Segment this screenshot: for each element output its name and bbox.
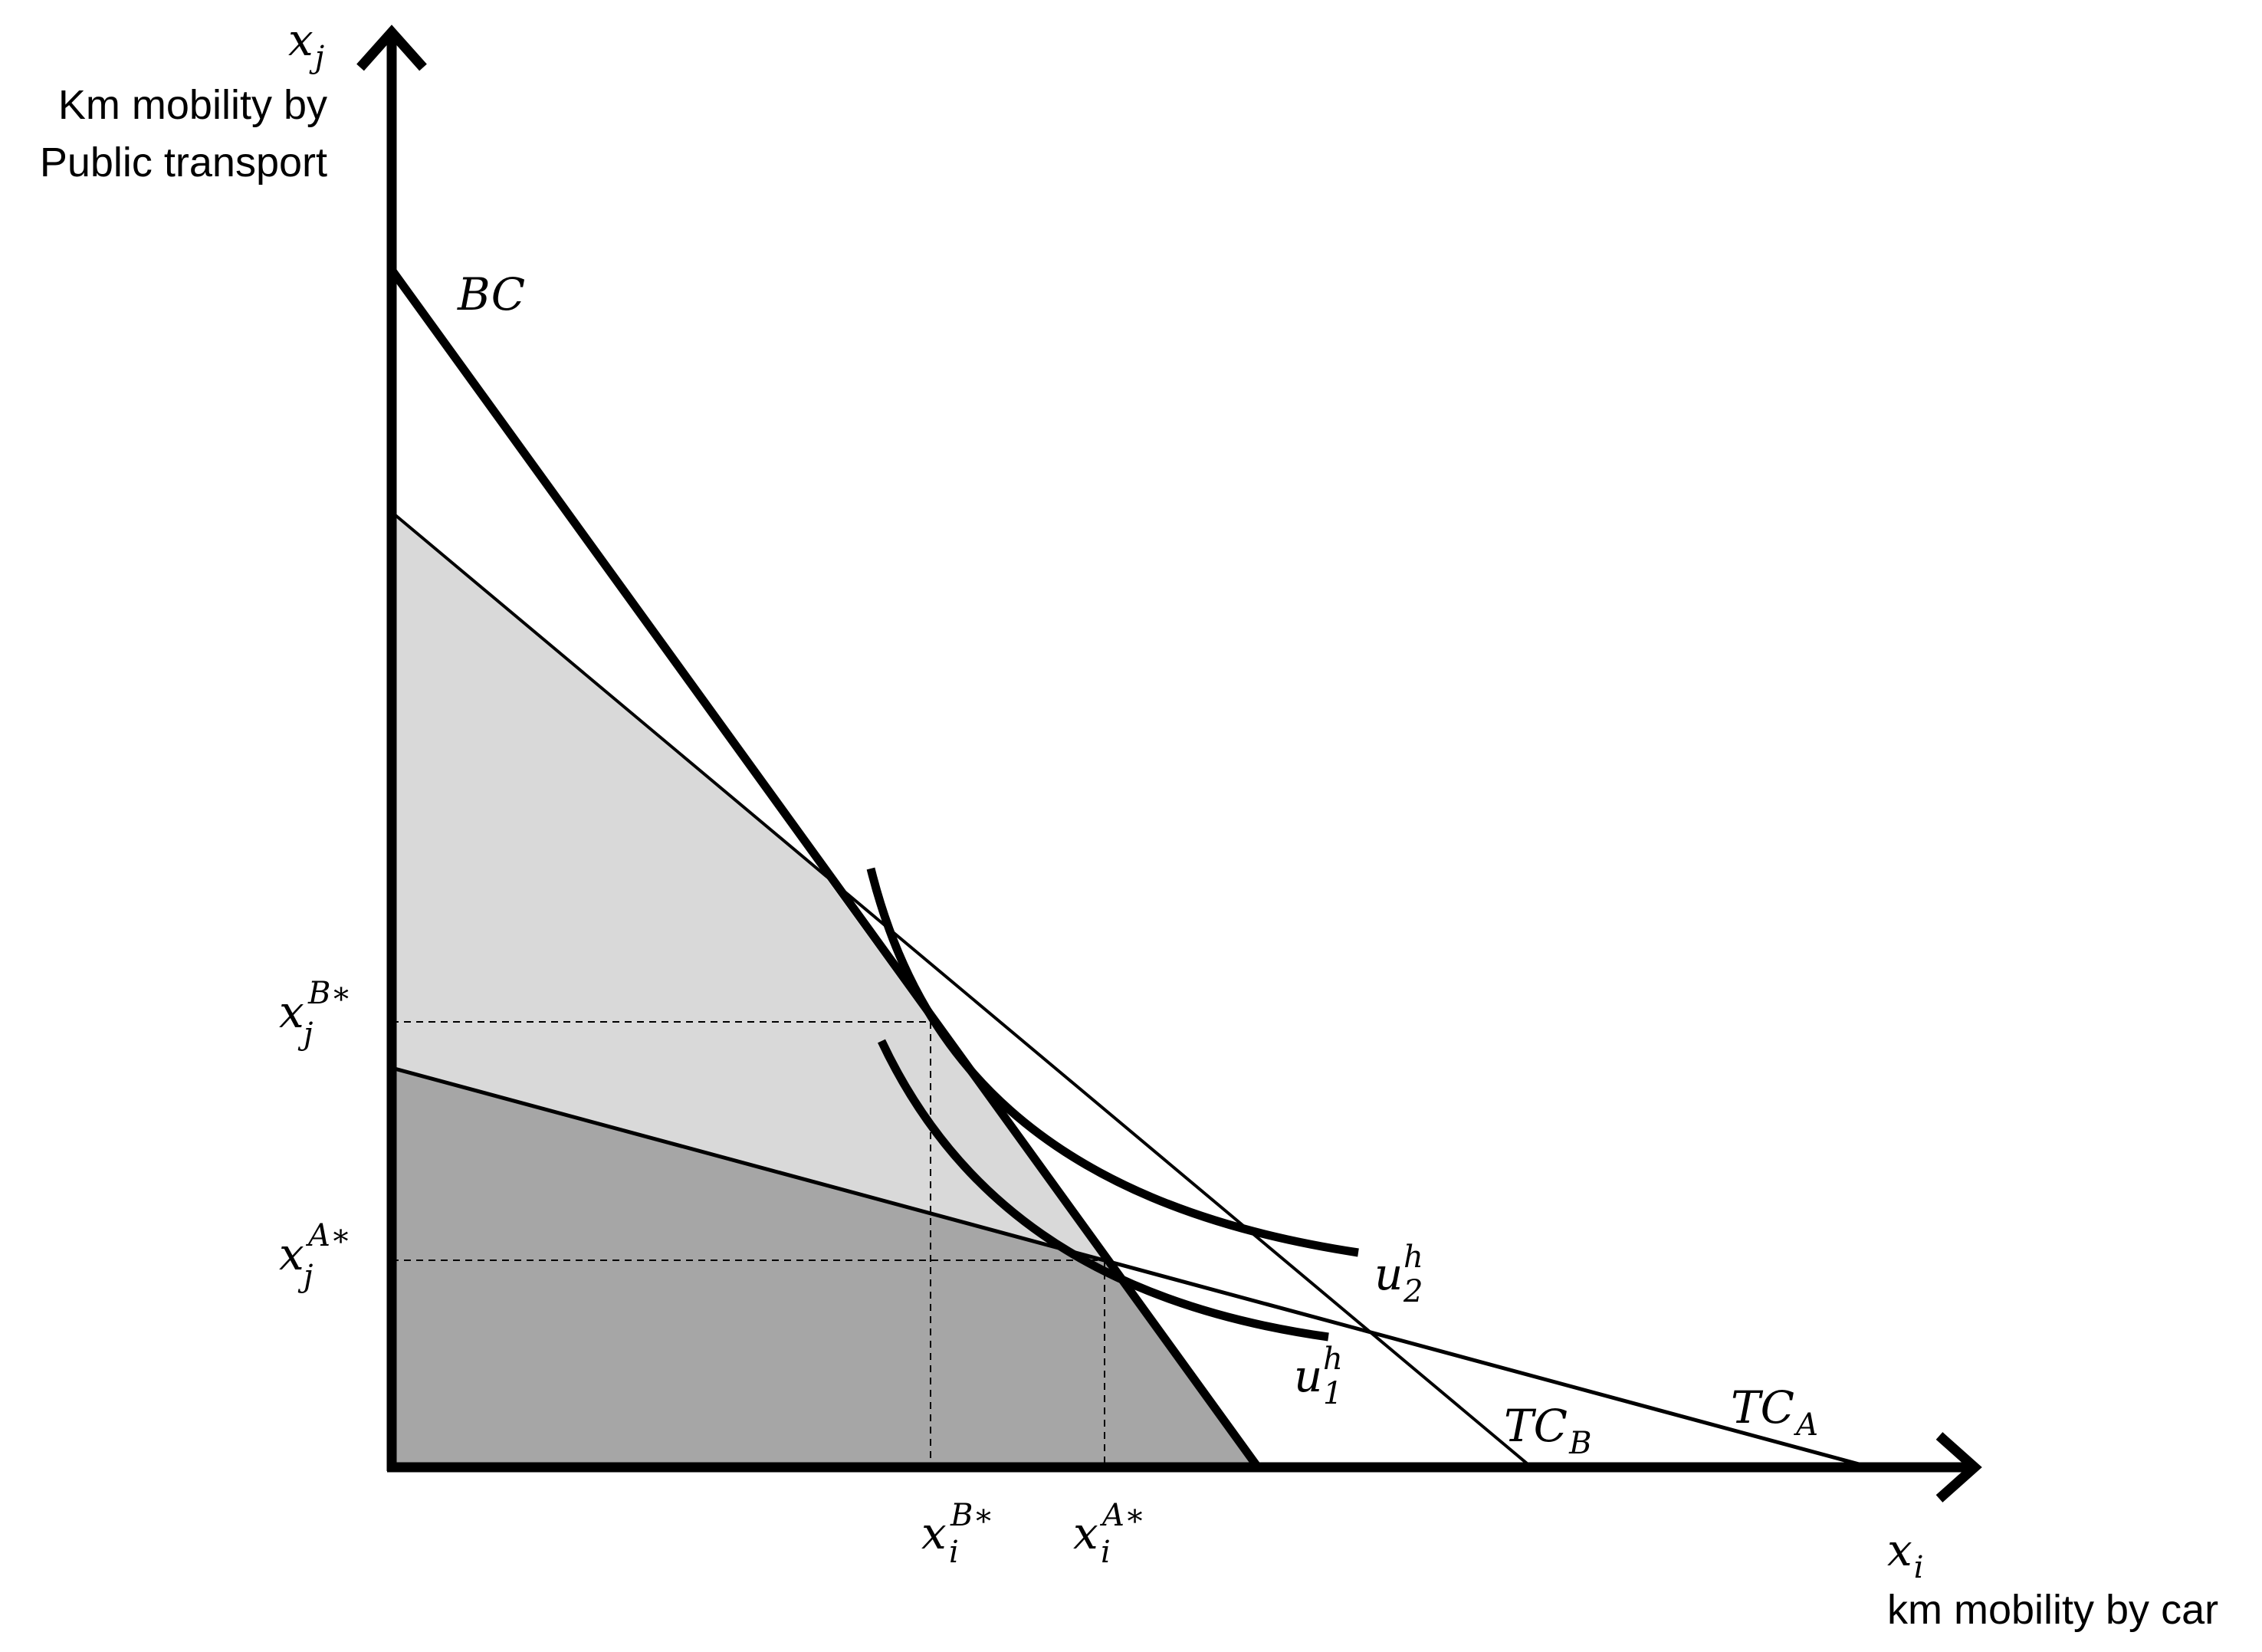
x-axis-title: km mobility by car <box>1887 1587 2218 1633</box>
indifference-curve-u1 <box>878 1039 1329 1342</box>
tc-a-line <box>391 1066 1871 1470</box>
y-axis-title-line2: Public transport <box>40 140 327 186</box>
tc-b-label: TCB <box>1504 1400 1591 1461</box>
xi-a-star-sup: A∗ <box>1099 1498 1145 1533</box>
u2-label: u <box>1374 1248 1403 1300</box>
indifference-curve-u2 <box>866 867 1359 1257</box>
y-axis-title-line1: Km mobility by <box>58 82 327 128</box>
light-gray-region <box>392 512 1105 1260</box>
y-axis-symbol: xj <box>288 14 324 75</box>
xi-a-star-sub: i <box>1101 1535 1111 1570</box>
u1-label-sub: 1 <box>1323 1376 1342 1411</box>
xi-b-star-sup: B∗ <box>950 1498 994 1533</box>
xj-b-star-label: x <box>279 986 304 1038</box>
u1-label-sup: h <box>1323 1342 1343 1377</box>
bc-line <box>388 267 1262 1470</box>
u2-label-sup: h <box>1403 1240 1423 1275</box>
xj-a-star-label: x <box>279 1228 304 1280</box>
xi-a-star-label: x <box>1073 1507 1098 1559</box>
bc-label: BC <box>457 268 525 320</box>
xi-b-star-label: x <box>921 1507 947 1559</box>
xj-b-star-sup: B∗ <box>307 976 352 1011</box>
x-axis-arrowhead <box>1935 1432 1982 1503</box>
xi-b-star-sub: i <box>949 1535 959 1570</box>
xj-a-star-sup: A∗ <box>305 1218 351 1253</box>
tc-b-line <box>390 511 1533 1469</box>
y-axis-arrowhead <box>356 25 427 71</box>
u1-label: u <box>1294 1350 1322 1402</box>
u2-label-sub: 2 <box>1403 1274 1423 1309</box>
x-axis-symbol: xi <box>1887 1524 1924 1585</box>
dark-gray-region <box>392 1068 1258 1467</box>
dashed-guides <box>392 1021 1105 1467</box>
tc-a-label: TCA <box>1731 1381 1818 1443</box>
